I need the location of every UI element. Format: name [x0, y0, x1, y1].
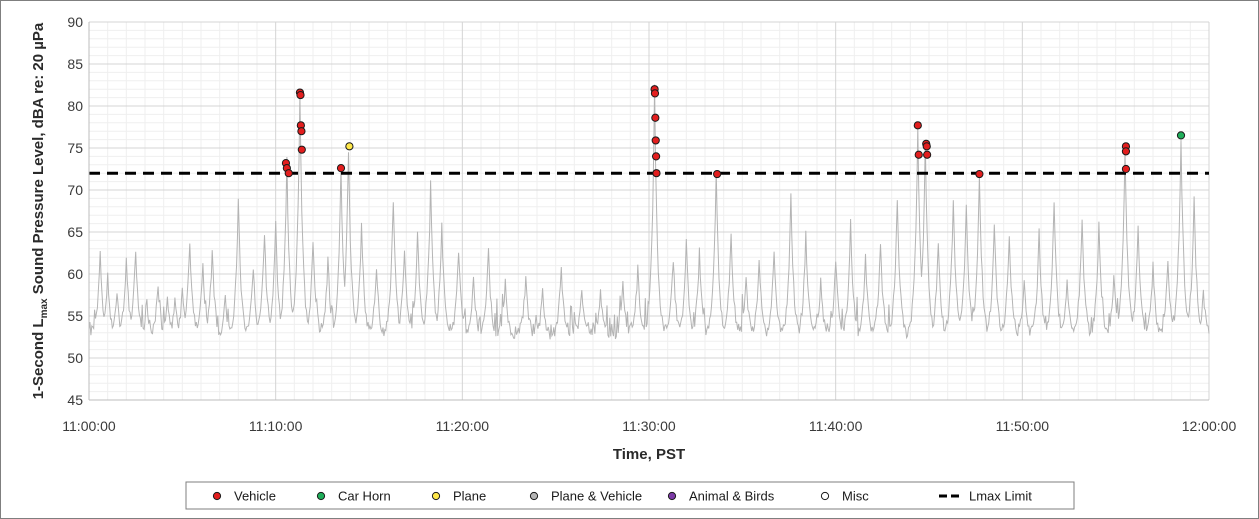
vehicle-marker — [296, 90, 305, 100]
y-axis-title-subscript: max — [39, 298, 50, 318]
x-tick-label: 11:10:00 — [249, 418, 303, 434]
y-tick-label: 60 — [67, 266, 83, 282]
legend-swatch-plane — [431, 491, 441, 501]
legend-swatch-misc — [820, 491, 830, 501]
legend-label-misc: Misc — [842, 489, 869, 504]
car-horn-marker — [1176, 131, 1186, 140]
legend-swatch-car-horn — [316, 491, 326, 501]
x-tick-label: 11:20:00 — [436, 418, 490, 434]
x-axis-title: Time, PST — [613, 446, 685, 463]
y-axis-title: 1-Second Lmax Sound Pressure Level, dBA … — [30, 22, 50, 399]
vehicle-marker — [336, 164, 346, 173]
vehicle-marker — [713, 169, 722, 179]
vehicle-marker — [922, 142, 931, 151]
vehicle-marker — [913, 121, 922, 130]
y-tick-label: 45 — [67, 392, 83, 408]
y-axis-title-suffix: Sound Pressure Level, dBA re: 20 µPa — [30, 22, 47, 298]
y-axis-title-prefix: 1-Second L — [30, 318, 47, 399]
x-tick-label: 12:00:00 — [1182, 418, 1237, 434]
legend-label-plane: Plane — [453, 489, 486, 504]
vehicle-marker — [651, 136, 660, 145]
plane-marker — [345, 142, 354, 151]
y-tick-label: 85 — [67, 56, 83, 72]
legend-label-car-horn: Car Horn — [338, 489, 391, 504]
sound-level-trace — [88, 84, 1210, 340]
vehicle-marker — [651, 113, 660, 122]
vehicle-marker — [297, 127, 306, 136]
vehicle-marker — [650, 89, 660, 98]
event-markers — [281, 85, 1186, 179]
legend-box — [185, 481, 1075, 510]
vehicle-marker — [914, 150, 923, 159]
y-tick-labels: 45 50 55 60 65 70 75 80 85 90 — [67, 14, 83, 408]
legend-label-animal-birds: Animal & Birds — [689, 489, 775, 504]
vehicle-marker — [651, 152, 661, 161]
vehicle-marker — [1121, 147, 1131, 156]
legend-swatch-vehicle — [212, 491, 222, 501]
x-tick-labels: 11:00:00 11:10:00 11:20:00 11:30:00 11:40:00… — [62, 418, 1236, 434]
x-tick-label: 11:40:00 — [809, 418, 863, 434]
legend-swatch-animal-birds — [667, 491, 677, 501]
vehicle-marker — [297, 145, 306, 154]
x-tick-label: 11:00:00 — [62, 418, 116, 434]
legend: Vehicle Car Horn Plane Plane & Vehicle Anima… — [185, 481, 1075, 510]
y-tick-label: 50 — [67, 350, 83, 366]
legend-label-vehicle: Vehicle — [234, 489, 276, 504]
legend-swatch-plane-vehicle — [529, 491, 539, 501]
vehicle-marker — [652, 169, 661, 178]
y-tick-label: 75 — [67, 140, 83, 156]
y-tick-label: 70 — [67, 182, 83, 198]
x-tick-label: 11:50:00 — [996, 418, 1050, 434]
vehicle-marker — [975, 169, 984, 179]
vehicle-marker — [1121, 164, 1131, 174]
legend-label-plane-vehicle: Plane & Vehicle — [551, 489, 642, 504]
y-tick-label: 55 — [67, 308, 83, 324]
vehicle-marker — [923, 150, 932, 159]
vehicle-marker — [284, 169, 293, 178]
y-tick-label: 65 — [67, 224, 83, 240]
legend-label-lmax-limit: Lmax Limit — [969, 489, 1032, 504]
y-tick-label: 80 — [67, 98, 83, 114]
sound-level-polyline — [88, 84, 1210, 340]
y-tick-label: 90 — [67, 14, 83, 30]
x-tick-label: 11:30:00 — [622, 418, 676, 434]
